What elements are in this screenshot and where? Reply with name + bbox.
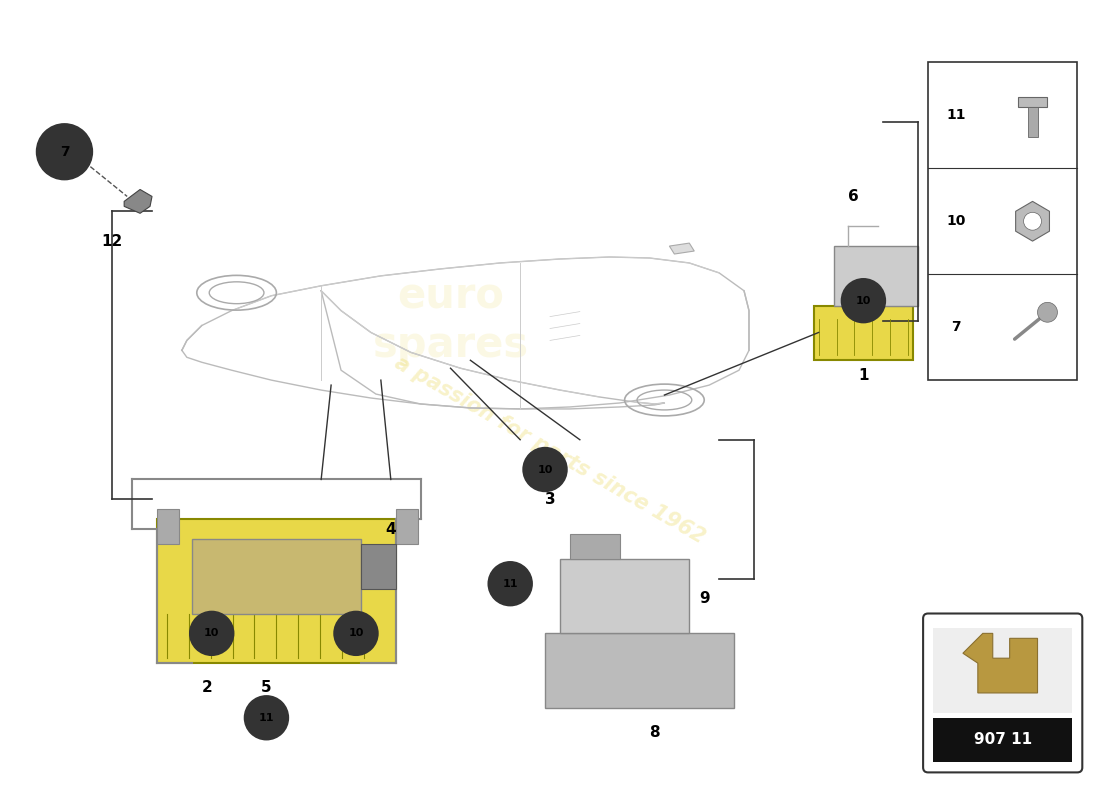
Text: 10: 10 — [537, 465, 552, 474]
Circle shape — [190, 611, 233, 655]
Text: a passion for parts since 1962: a passion for parts since 1962 — [392, 352, 708, 547]
Circle shape — [36, 124, 92, 179]
Text: 5: 5 — [261, 681, 272, 695]
FancyBboxPatch shape — [361, 544, 396, 589]
Circle shape — [524, 448, 567, 491]
Text: 10: 10 — [856, 296, 871, 306]
Text: 7: 7 — [59, 145, 69, 158]
FancyBboxPatch shape — [814, 306, 913, 360]
Text: 1: 1 — [858, 368, 869, 382]
Bar — [1027, 107, 1037, 137]
Text: 907 11: 907 11 — [974, 732, 1032, 747]
Text: 12: 12 — [101, 234, 123, 249]
FancyBboxPatch shape — [560, 559, 690, 634]
Text: 3: 3 — [544, 492, 556, 507]
FancyBboxPatch shape — [544, 634, 734, 708]
FancyBboxPatch shape — [834, 246, 918, 306]
Text: 4: 4 — [385, 522, 396, 537]
Text: 8: 8 — [649, 725, 660, 740]
Text: 7: 7 — [952, 320, 960, 334]
FancyBboxPatch shape — [157, 510, 179, 544]
Bar — [928, 62, 1077, 380]
Circle shape — [1024, 212, 1042, 230]
Text: 11: 11 — [503, 578, 518, 589]
FancyBboxPatch shape — [157, 519, 396, 663]
Text: 6: 6 — [848, 189, 859, 204]
FancyBboxPatch shape — [191, 539, 361, 614]
Circle shape — [244, 696, 288, 740]
Text: 10: 10 — [349, 628, 364, 638]
Circle shape — [334, 611, 378, 655]
FancyBboxPatch shape — [570, 534, 619, 559]
Text: 2: 2 — [201, 681, 212, 695]
Circle shape — [488, 562, 532, 606]
Circle shape — [842, 279, 886, 322]
Text: 10: 10 — [204, 628, 219, 638]
Polygon shape — [124, 190, 152, 214]
FancyBboxPatch shape — [923, 614, 1082, 772]
Circle shape — [1037, 302, 1057, 322]
Polygon shape — [962, 634, 1037, 693]
Text: 9: 9 — [698, 591, 710, 606]
Bar — [933, 718, 1072, 762]
Text: 11: 11 — [258, 713, 274, 722]
Polygon shape — [1015, 202, 1049, 241]
FancyBboxPatch shape — [396, 510, 418, 544]
Text: 11: 11 — [946, 108, 966, 122]
Text: 10: 10 — [946, 214, 966, 228]
Polygon shape — [1018, 98, 1047, 107]
Text: euro
spares: euro spares — [373, 275, 529, 366]
Polygon shape — [670, 243, 694, 254]
Bar — [933, 629, 1072, 713]
